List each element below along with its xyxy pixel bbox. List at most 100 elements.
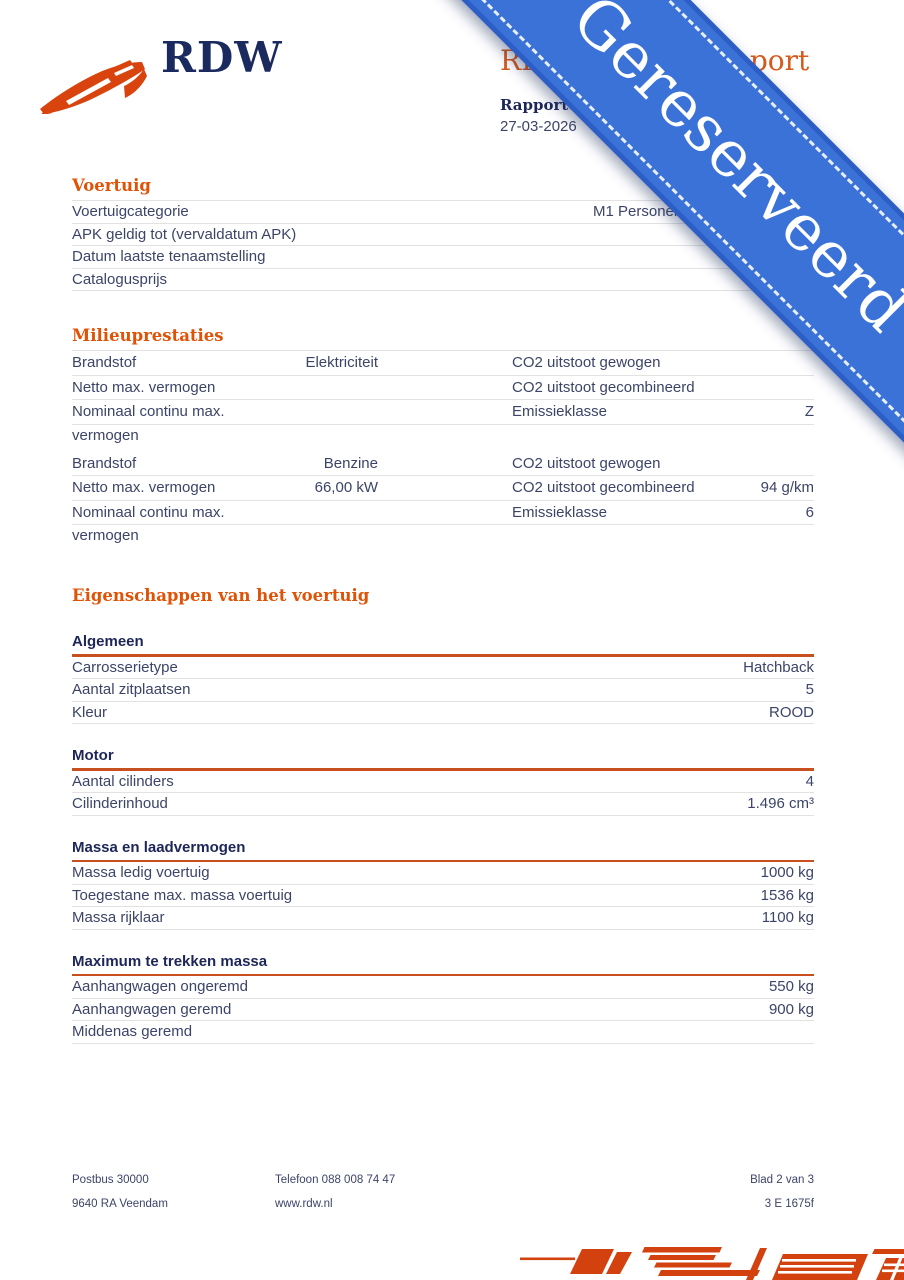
rdw-flag-graphic-icon [520, 1247, 904, 1280]
column-spacer [378, 400, 512, 424]
row-label: Kleur [72, 703, 108, 721]
footer-meta: Blad 2 van 3 3 E 1675f [750, 1168, 814, 1216]
table-row: Datum laatste tenaamstelling [72, 246, 814, 269]
section-heading: Voertuig [72, 176, 814, 201]
table-row: Carrosserietype Hatchback [72, 657, 814, 679]
table-row: Massa rijklaar 1100 kg [72, 907, 814, 930]
table-row: Aantal zitplaatsen 5 [72, 679, 814, 702]
row-label: Aantal zitplaatsen [72, 681, 191, 698]
row-value: Z [804, 403, 814, 420]
row-value [752, 351, 814, 375]
orange-rule [72, 859, 814, 862]
table-row: Massa ledig voertuig 1000 kg [72, 862, 814, 885]
table-row: Toegestane max. massa voertuig 1536 kg [72, 885, 814, 907]
row-label: CO2 uitstoot gewogen [512, 454, 661, 472]
row-label: Netto max. vermogen [72, 479, 216, 496]
row-label: Carrosserietype [72, 658, 178, 676]
row-value: 94 g/km [760, 479, 814, 496]
column-spacer [378, 376, 512, 400]
table-row: Catalogusprijs [72, 269, 814, 291]
fuel-block-benzine: Brandstof Benzine CO2 uitstoot gewogen N… [72, 452, 814, 545]
footer-website: www.rdw.nl [275, 1198, 333, 1210]
row-label: Middenas geremd [72, 1023, 193, 1040]
row-value: 1100 kg [761, 909, 814, 926]
footer-form-code: 3 E 1675f [764, 1198, 814, 1210]
table-row: Brandstof Benzine CO2 uitstoot gewogen [72, 452, 814, 476]
section-eigenschappen: Eigenschappen van het voertuig Algemeen … [72, 586, 814, 1044]
row-label: Emissieklasse [512, 503, 608, 521]
ribbon-label: Gereserveerd [557, 0, 904, 347]
column-spacer [378, 501, 512, 525]
row-value: 4 [805, 772, 814, 790]
row-value: 550 kg [768, 978, 814, 995]
orange-rule [72, 654, 814, 657]
column-spacer [378, 351, 512, 375]
row-label: Nominaal continu max. vermogen [72, 503, 225, 545]
footer-phone: Telefoon 088 008 74 47 [275, 1174, 396, 1186]
rdw-logotype: RDW [161, 33, 283, 82]
row-value: 900 kg [768, 1000, 814, 1018]
row-value [272, 376, 378, 400]
footer-city: 9640 RA Veendam [72, 1198, 168, 1210]
row-label: Nominaal continu max. vermogen [72, 403, 225, 444]
section-heading: Eigenschappen van het voertuig [72, 586, 370, 605]
row-value: Hatchback [743, 658, 814, 676]
table-row: Middenas geremd [72, 1021, 814, 1044]
row-label: Catalogusprijs [72, 270, 168, 288]
orange-rule [72, 768, 814, 771]
row-value [752, 452, 814, 476]
row-value: Benzine [323, 454, 378, 472]
table-row: Nominaal continu max. vermogen Emissiekl… [72, 400, 814, 444]
row-label: Brandstof [72, 454, 137, 472]
row-value: 1000 kg [760, 864, 814, 881]
table-row: Cilinderinhoud 1.496 cm³ [72, 793, 814, 816]
table-row: Netto max. vermogen CO2 uitstoot gecombi… [72, 376, 814, 400]
row-label: Netto max. vermogen [72, 378, 216, 396]
column-spacer [378, 452, 512, 476]
row-label: Voertuigcategorie [72, 203, 189, 220]
rdw-feather-icon [40, 60, 147, 114]
footer-contact: Telefoon 088 008 74 47 www.rdw.nl [275, 1168, 395, 1216]
table-row: Brandstof Elektriciteit CO2 uitstoot gew… [72, 351, 814, 376]
row-value: 5 [805, 681, 814, 698]
table-row: Netto max. vermogen 66,00 kW CO2 uitstoo… [72, 476, 814, 501]
row-value: 66,00 kW [314, 479, 378, 496]
row-label: APK geldig tot (vervaldatum APK) [72, 225, 297, 243]
row-value [272, 400, 378, 424]
table-row: Aanhangwagen ongeremd 550 kg [72, 976, 814, 999]
table-row: Aantal cilinders 4 [72, 771, 814, 793]
row-label: Brandstof [72, 354, 137, 371]
section-heading: Milieuprestaties [72, 326, 814, 351]
group-motor: Motor Aantal cilinders 4 Cilinderinhoud … [72, 746, 814, 816]
table-row: Kleur ROOD [72, 702, 814, 724]
table-row: Aanhangwagen geremd 900 kg [72, 999, 814, 1021]
row-label: Emissieklasse [512, 403, 608, 420]
row-label: CO2 uitstoot gecombineerd [512, 479, 695, 496]
group-maximum-trekken-massa: Maximum te trekken massa Aanhangwagen on… [72, 952, 814, 1044]
row-label: Aantal cilinders [72, 772, 174, 790]
row-value [272, 501, 378, 525]
group-algemeen: Algemeen Carrosserietype Hatchback Aanta… [72, 632, 814, 724]
group-subheading: Massa en laadvermogen [72, 838, 246, 856]
group-massa-laadvermogen: Massa en laadvermogen Massa ledig voertu… [72, 838, 814, 930]
row-label: Toegestane max. massa voertuig [72, 886, 293, 904]
row-label: Aanhangwagen ongeremd [72, 978, 248, 995]
row-value: Elektriciteit [305, 354, 378, 371]
row-label: CO2 uitstoot gecombineerd [512, 378, 695, 396]
table-row: Nominaal continu max. vermogen Emissiekl… [72, 501, 814, 545]
row-label: Cilinderinhoud [72, 795, 168, 812]
row-value [752, 376, 814, 400]
row-value: 1.496 cm³ [747, 795, 814, 812]
footer-postbus: Postbus 30000 [72, 1174, 149, 1186]
group-subheading: Maximum te trekken massa [72, 952, 268, 970]
row-label: Massa ledig voertuig [72, 864, 210, 881]
section-milieuprestaties: Milieuprestaties Brandstof Elektriciteit… [72, 326, 814, 545]
row-label: CO2 uitstoot gewogen [512, 354, 661, 371]
report-date-value: 27-03-2026 [500, 118, 577, 135]
footer-page-indicator: Blad 2 van 3 [750, 1174, 814, 1186]
group-subheading: Motor [72, 747, 114, 764]
table-row: APK geldig tot (vervaldatum APK) [72, 224, 814, 246]
row-label: Massa rijklaar [72, 909, 165, 926]
page-footer: Postbus 30000 9640 RA Veendam Telefoon 0… [72, 1168, 814, 1228]
orange-rule [72, 973, 814, 976]
